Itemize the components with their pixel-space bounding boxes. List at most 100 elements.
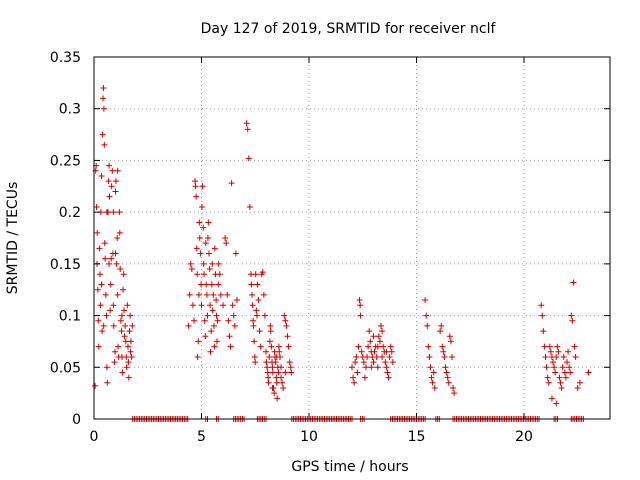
data-point: [268, 343, 275, 350]
data-point: [585, 369, 592, 376]
data-point: [546, 343, 553, 350]
data-point: [271, 390, 278, 397]
data-point: [437, 328, 444, 335]
data-point: [200, 224, 207, 231]
data-point: [124, 343, 131, 350]
data-point: [276, 348, 283, 355]
data-point: [355, 343, 362, 350]
data-point: [109, 167, 116, 174]
data-point: [423, 312, 430, 319]
data-point: [261, 312, 268, 319]
data-point: [383, 348, 390, 355]
data-point: [108, 183, 115, 190]
data-point: [233, 297, 240, 304]
data-point: [362, 364, 369, 371]
data-point: [422, 297, 429, 304]
data-point: [122, 322, 129, 329]
data-point: [387, 343, 394, 350]
data-point: [112, 178, 119, 185]
data-point: [439, 343, 446, 350]
data-point: [209, 260, 216, 267]
data-point: [197, 250, 204, 257]
data-point: [552, 369, 559, 376]
data-point: [186, 291, 193, 298]
data-point: [106, 260, 113, 267]
data-point: [447, 338, 454, 345]
data-point: [95, 317, 102, 324]
data-point: [567, 369, 574, 376]
data-point: [389, 359, 396, 366]
y-tick-label: 0.25: [50, 153, 81, 169]
data-point: [230, 312, 237, 319]
x-tick-label: 10: [300, 429, 318, 445]
data-point: [428, 374, 435, 381]
data-point: [354, 369, 361, 376]
data-point: [542, 353, 549, 360]
data-point: [539, 312, 546, 319]
data-point: [94, 229, 101, 236]
data-point: [215, 281, 222, 288]
data-point: [365, 343, 372, 350]
data-point: [350, 374, 357, 381]
data-point: [188, 266, 195, 273]
data-point: [120, 286, 127, 293]
y-tick-label: 0.1: [59, 309, 81, 325]
data-point: [108, 255, 115, 262]
data-point: [559, 364, 566, 371]
data-point: [279, 379, 286, 386]
data-point: [545, 379, 552, 386]
data-point: [121, 333, 128, 340]
data-point: [356, 297, 363, 304]
data-point: [266, 353, 273, 360]
data-point: [125, 374, 132, 381]
data-point: [265, 374, 272, 381]
data-point: [100, 105, 107, 112]
data-point: [544, 374, 551, 381]
data-point: [101, 141, 108, 148]
data-point: [425, 343, 432, 350]
data-point: [248, 281, 255, 288]
data-point: [204, 235, 211, 241]
data-point: [556, 374, 563, 381]
data-point: [122, 338, 129, 345]
data-point: [195, 291, 202, 298]
data-point: [214, 317, 221, 324]
data-point: [114, 291, 121, 298]
y-tick-label: 0: [72, 412, 81, 428]
data-point: [190, 317, 197, 324]
data-point: [198, 281, 205, 288]
data-point: [129, 322, 136, 329]
data-point: [203, 281, 210, 288]
data-point: [558, 384, 565, 391]
y-axis-title: SRMTID / TECUs: [5, 182, 21, 295]
data-point: [379, 353, 386, 360]
data-point: [269, 364, 276, 371]
data-point: [192, 178, 199, 185]
data-point: [205, 219, 212, 226]
data-point: [231, 322, 238, 329]
data-point: [256, 328, 263, 335]
data-point: [226, 333, 233, 340]
data-point: [553, 353, 560, 360]
data-point: [201, 271, 208, 278]
plot-frame: [93, 56, 611, 420]
data-point: [210, 291, 217, 298]
data-point: [273, 353, 280, 360]
data-point: [118, 312, 125, 319]
data-point: [565, 348, 572, 355]
data-point: [126, 328, 133, 335]
data-point: [438, 322, 445, 329]
data-point: [424, 322, 431, 329]
data-point: [202, 333, 209, 340]
data-point: [114, 235, 121, 241]
data-point: [450, 384, 457, 391]
y-tick-label: 0.05: [50, 360, 81, 376]
data-point: [112, 250, 119, 257]
data-point: [272, 359, 279, 366]
data-point: [94, 286, 101, 293]
data-point: [364, 353, 371, 360]
data-point: [199, 183, 206, 190]
data-point: [193, 245, 200, 252]
data-point: [95, 343, 102, 350]
